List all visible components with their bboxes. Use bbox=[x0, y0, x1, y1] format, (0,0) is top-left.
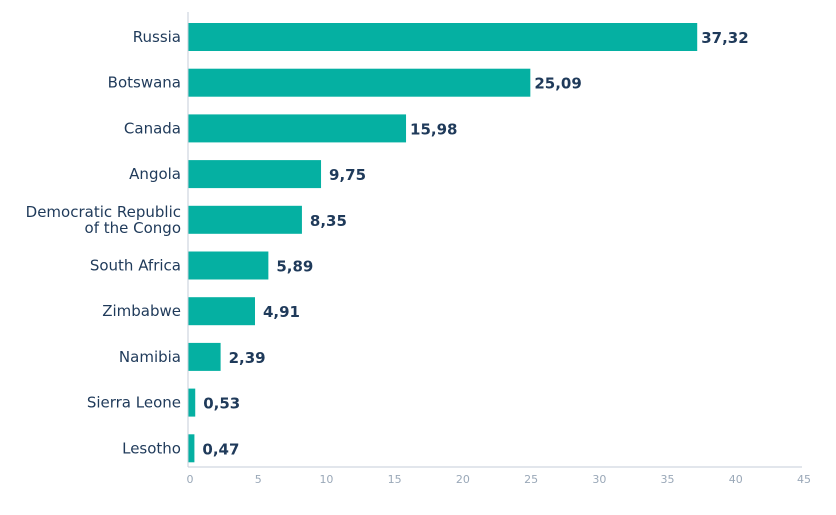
category-label: Zimbabwe bbox=[102, 302, 181, 320]
x-tick-label: 30 bbox=[592, 473, 606, 486]
x-tick-label: 35 bbox=[661, 473, 675, 486]
category-label: Botswana bbox=[108, 74, 181, 92]
x-axis-ticks: 0 5 10 15 20 25 30 35 40 45 bbox=[187, 473, 812, 486]
bar bbox=[188, 297, 255, 326]
x-tick-label: 45 bbox=[797, 473, 811, 486]
value-label: 9,75 bbox=[329, 166, 366, 184]
x-tick-label: 40 bbox=[729, 473, 743, 486]
value-labels: 37,32 25,09 15,98 9,75 8,35 5,89 4,91 2,39 0,53 0… bbox=[202, 29, 748, 458]
bar bbox=[188, 434, 195, 463]
category-label: South Africa bbox=[90, 257, 181, 275]
category-label: Democratic Republic of the Congo bbox=[26, 203, 181, 237]
value-label: 4,91 bbox=[263, 303, 300, 321]
bar bbox=[188, 114, 407, 143]
category-label: Angola bbox=[129, 165, 181, 183]
category-labels: Russia Botswana Canada Angola Democratic Rep… bbox=[26, 28, 181, 457]
x-tick-label: 0 bbox=[187, 473, 194, 486]
value-label: 25,09 bbox=[534, 75, 581, 93]
value-label: 0,53 bbox=[203, 395, 240, 413]
category-label: Namibia bbox=[119, 348, 181, 366]
x-tick-label: 25 bbox=[524, 473, 538, 486]
bar bbox=[188, 160, 322, 189]
value-label: 15,98 bbox=[410, 120, 457, 138]
bar bbox=[188, 388, 196, 417]
bar bbox=[188, 23, 698, 51]
bar bbox=[188, 342, 221, 371]
value-label: 5,89 bbox=[276, 258, 313, 276]
bar bbox=[188, 205, 302, 234]
category-label: Lesotho bbox=[122, 439, 181, 457]
value-label: 2,39 bbox=[229, 349, 266, 367]
value-label: 8,35 bbox=[310, 212, 347, 230]
value-label: 0,47 bbox=[202, 440, 239, 458]
bars-group bbox=[188, 23, 698, 463]
x-tick-label: 5 bbox=[255, 473, 262, 486]
category-label: Canada bbox=[124, 119, 181, 137]
x-tick-label: 10 bbox=[319, 473, 333, 486]
bar bbox=[188, 68, 531, 97]
bar bbox=[188, 251, 269, 280]
category-label: Sierra Leone bbox=[87, 394, 181, 412]
x-tick-label: 20 bbox=[456, 473, 470, 486]
x-tick-label: 15 bbox=[388, 473, 402, 486]
category-label: Russia bbox=[133, 28, 181, 46]
value-label: 37,32 bbox=[701, 29, 748, 47]
